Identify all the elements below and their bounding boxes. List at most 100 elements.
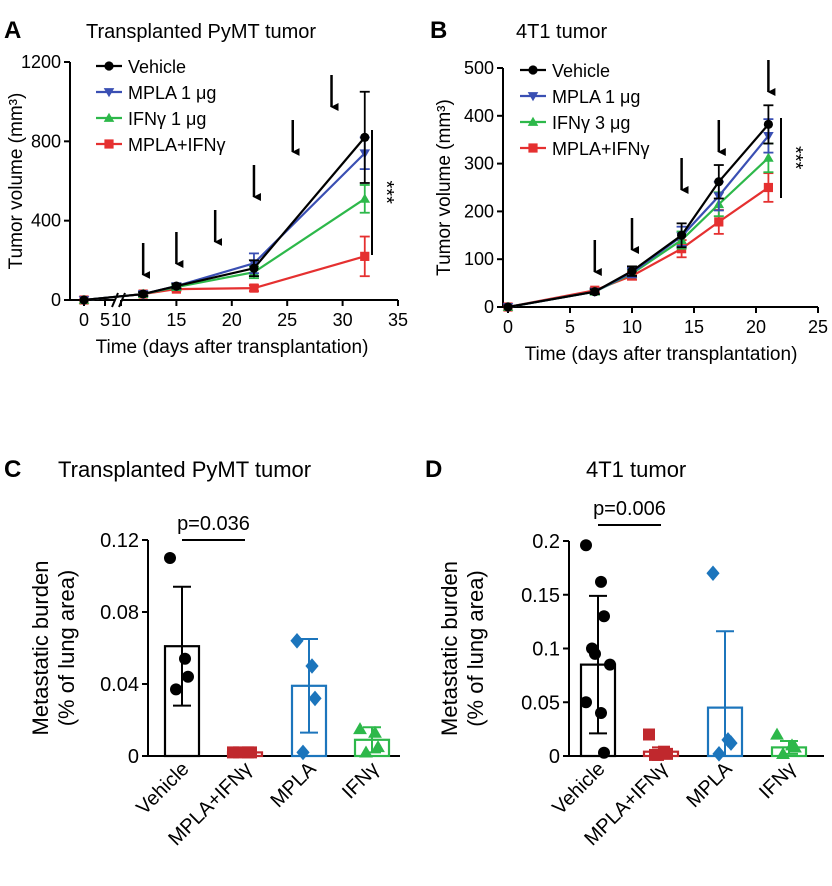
data-point xyxy=(308,690,322,707)
data-point xyxy=(164,552,176,564)
data-point xyxy=(598,610,610,623)
y-tick-label: 0.08 xyxy=(100,602,139,624)
bar-group-2 xyxy=(290,633,328,761)
y-tick-label: 300 xyxy=(464,154,494,174)
x-tick-label: 15 xyxy=(684,317,704,337)
panel-title: Transplanted PyMT tumor xyxy=(58,457,311,482)
bar-group-0 xyxy=(579,539,617,759)
y-tick-label: 0 xyxy=(51,290,61,310)
legend-marker xyxy=(527,92,539,102)
bar-group-1 xyxy=(226,746,264,759)
series-line xyxy=(507,135,770,309)
x-tick-label: 0 xyxy=(79,310,89,330)
y-tick-label: 100 xyxy=(464,249,494,269)
x-tick-label: 30 xyxy=(333,310,353,330)
legend-marker xyxy=(528,143,538,153)
data-point xyxy=(580,539,592,552)
data-point xyxy=(604,658,616,671)
x-tick-label: 25 xyxy=(808,317,828,337)
panel-letter: B xyxy=(430,17,447,44)
bar-group-1 xyxy=(642,728,680,761)
legend-marker xyxy=(104,139,114,149)
y-axis-label-units: (% of lung area) xyxy=(54,570,79,727)
data-point xyxy=(776,746,790,759)
series-line xyxy=(507,157,770,309)
data-point xyxy=(79,295,89,305)
y-axis-label-units: (% of lung area) xyxy=(463,570,488,727)
data-point xyxy=(305,658,319,674)
y-tick-label: 800 xyxy=(31,131,61,151)
y-tick-label: 200 xyxy=(464,201,494,221)
significance-stars: *** xyxy=(784,146,806,170)
series-line xyxy=(83,197,366,302)
data-point xyxy=(706,565,720,582)
x-tick-label: 15 xyxy=(166,310,186,330)
bar-group-3 xyxy=(353,722,391,758)
panel-letter: C xyxy=(4,456,21,483)
x-tick-label: 20 xyxy=(222,310,242,330)
data-point xyxy=(580,696,592,709)
data-point xyxy=(770,727,784,740)
category-label: IFNγ xyxy=(338,758,383,803)
data-point xyxy=(296,744,310,761)
data-point xyxy=(138,289,148,299)
series-line xyxy=(507,123,770,309)
legend-label: IFNγ 1 μg xyxy=(128,109,206,129)
legend-marker xyxy=(103,112,115,122)
data-point xyxy=(627,266,637,276)
data-point xyxy=(788,740,802,753)
panel-b: B 4T1 tumor 0 100 200 300 400 500 0 5 10 15 20 25 Time… xyxy=(430,17,828,365)
x-tick-label: 10 xyxy=(111,310,131,330)
bar-group-3 xyxy=(770,727,808,759)
data-point xyxy=(503,302,513,312)
data-point xyxy=(763,182,773,193)
x-tick-label: 5 xyxy=(100,310,110,330)
series-2 xyxy=(502,142,774,311)
x-tick-label: 20 xyxy=(746,317,766,337)
data-point xyxy=(763,119,774,130)
category-label: IFNγ xyxy=(755,758,800,803)
significance-stars: *** xyxy=(375,181,397,205)
category-label: MPLA xyxy=(682,758,737,813)
series-1 xyxy=(78,136,371,306)
data-point xyxy=(353,722,367,735)
data-point xyxy=(724,735,738,751)
data-point xyxy=(714,177,724,187)
category-label: Vehicle xyxy=(132,758,193,819)
y-tick-label: 0 xyxy=(484,297,494,317)
data-point xyxy=(233,746,245,759)
data-point xyxy=(360,251,370,261)
data-point xyxy=(595,575,607,588)
legend-label: MPLA 1 μg xyxy=(128,83,216,103)
legend-label: IFNγ 3 μg xyxy=(552,113,630,133)
data-point xyxy=(643,728,655,741)
panel-letter: D xyxy=(425,456,442,483)
data-point xyxy=(249,263,259,273)
data-point xyxy=(171,281,181,291)
category-label: MPLA xyxy=(266,758,321,813)
legend-label: Vehicle xyxy=(128,57,186,77)
x-tick-label: 0 xyxy=(503,317,513,337)
axis-break-mark xyxy=(111,292,119,308)
legend-marker xyxy=(527,116,539,126)
data-point xyxy=(368,725,382,738)
legend-label: MPLA+IFNγ xyxy=(128,135,226,155)
y-tick-label: 0.04 xyxy=(100,674,139,696)
y-tick-label: 0.15 xyxy=(521,585,560,607)
legend-marker xyxy=(103,88,115,98)
series-0 xyxy=(503,104,774,312)
data-point xyxy=(714,217,724,227)
series-0 xyxy=(79,90,370,305)
y-tick-label: 0.1 xyxy=(532,639,560,661)
bar-group-2 xyxy=(706,565,744,762)
panel-title: 4T1 tumor xyxy=(586,457,686,482)
x-axis-label: Time (days after transplantation) xyxy=(525,344,798,365)
data-point xyxy=(290,633,304,649)
bar-group-0 xyxy=(163,552,201,758)
data-point xyxy=(179,652,191,665)
data-point xyxy=(712,746,726,762)
panel-title: Transplanted PyMT tumor xyxy=(86,21,316,43)
pvalue-label: p=0.006 xyxy=(593,498,666,520)
